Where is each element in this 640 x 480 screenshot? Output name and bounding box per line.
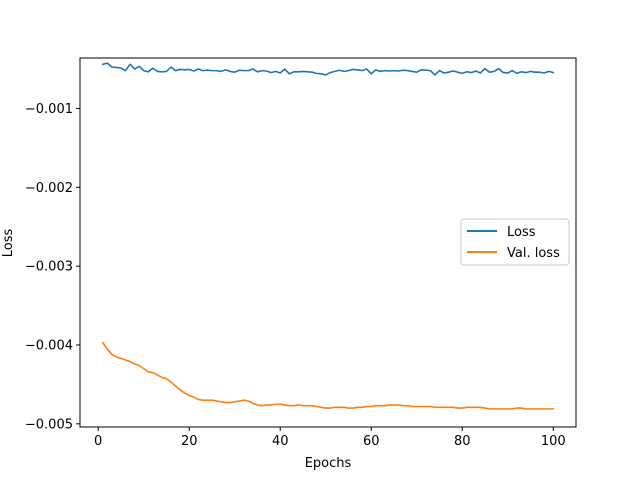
legend-label-loss: Loss bbox=[507, 225, 536, 240]
x-tick-label: 0 bbox=[94, 434, 102, 449]
y-tick-label: −0.004 bbox=[25, 339, 73, 354]
x-tick-label: 80 bbox=[454, 434, 471, 449]
y-tick-label: −0.005 bbox=[25, 417, 73, 432]
y-axis-ticks: −0.001 −0.002 −0.003 −0.004 −0.005 bbox=[25, 102, 80, 432]
x-tick-label: 60 bbox=[363, 434, 380, 449]
legend-label-val-loss: Val. loss bbox=[507, 246, 560, 261]
y-tick-label: −0.002 bbox=[25, 181, 73, 196]
y-axis-label: Loss bbox=[1, 229, 16, 258]
x-tick-label: 20 bbox=[181, 434, 198, 449]
x-tick-label: 40 bbox=[272, 434, 289, 449]
x-tick-label: 100 bbox=[541, 434, 566, 449]
series-layer bbox=[101, 62, 555, 410]
series-line-loss bbox=[101, 62, 555, 76]
legend: Loss Val. loss bbox=[460, 218, 570, 266]
axes-frame bbox=[79, 57, 577, 428]
y-tick-label: −0.001 bbox=[25, 102, 73, 117]
y-tick-label: −0.003 bbox=[25, 260, 73, 275]
x-axis-ticks: 0 20 40 60 80 100 bbox=[94, 427, 566, 449]
x-axis-label: Epochs bbox=[305, 456, 352, 471]
series-line-val-loss bbox=[101, 341, 555, 410]
